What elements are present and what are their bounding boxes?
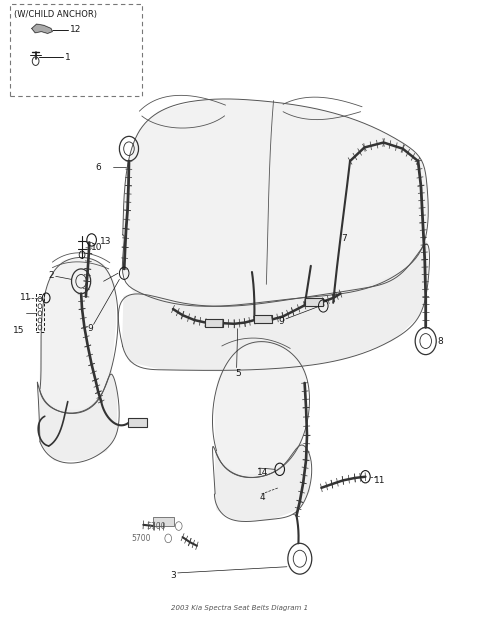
Bar [305,298,323,306]
Text: 1: 1 [65,53,71,62]
Text: 6: 6 [96,163,101,172]
Polygon shape [32,24,52,33]
Text: 10: 10 [91,243,102,252]
Polygon shape [40,258,116,411]
Text: 11: 11 [20,294,31,302]
Polygon shape [215,343,307,475]
Text: 2: 2 [48,271,54,279]
Text: 5: 5 [235,369,241,378]
Text: 5700: 5700 [147,522,166,530]
Text: 4: 4 [259,493,265,502]
Text: 3: 3 [170,571,176,580]
Polygon shape [215,442,310,520]
Text: 2003 Kia Spectra Seat Belts Diagram 1: 2003 Kia Spectra Seat Belts Diagram 1 [171,605,309,611]
Text: 14: 14 [257,468,268,477]
Bar [205,319,223,327]
Text: 8: 8 [437,337,443,345]
Bar [128,418,147,427]
Polygon shape [123,101,428,304]
Polygon shape [40,371,117,460]
Text: 5700: 5700 [131,534,150,543]
Bar [36,294,44,332]
Bar [153,517,174,526]
Bar [254,315,272,323]
Text: 12: 12 [70,25,82,34]
Polygon shape [123,241,428,371]
Text: 11: 11 [374,476,385,485]
Text: (W/CHILD ANCHOR): (W/CHILD ANCHOR) [14,10,97,19]
Text: 7: 7 [341,234,347,243]
Text: 9: 9 [278,317,284,326]
Text: 15: 15 [12,326,24,335]
Text: 13: 13 [100,237,112,246]
Bar [10,4,142,96]
Text: 9: 9 [88,324,94,333]
